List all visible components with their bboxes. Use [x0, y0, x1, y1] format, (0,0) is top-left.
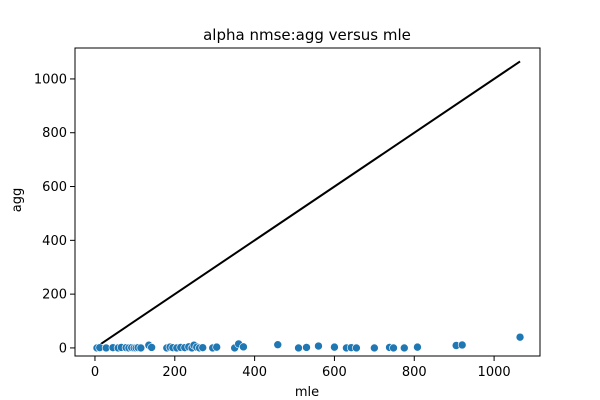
- x-tick-label-600: 600: [322, 365, 347, 380]
- x-tick-label-800: 800: [402, 365, 427, 380]
- x-tick-label-1000: 1000: [478, 365, 511, 380]
- x-tick-label-400: 400: [242, 365, 267, 380]
- data-point-31: [239, 342, 248, 352]
- data-point-34: [302, 343, 311, 352]
- data-point-47: [515, 332, 525, 342]
- y-tick-label-200: 200: [42, 288, 67, 303]
- y-axis-label: agg: [10, 188, 25, 212]
- x-tick-label-200: 200: [162, 365, 187, 380]
- data-point-44: [413, 342, 422, 352]
- data-point-32: [273, 340, 283, 350]
- data-point-35: [314, 341, 323, 351]
- plot-area: [92, 60, 525, 353]
- chart-title: alpha nmse:agg versus mle: [203, 26, 411, 44]
- reference-line: [94, 60, 521, 349]
- data-point-43: [399, 343, 409, 353]
- data-point-36: [330, 342, 339, 352]
- x-axis-label: mle: [295, 385, 319, 400]
- y-tick-label-600: 600: [42, 180, 67, 195]
- y-tick-label-400: 400: [42, 234, 67, 249]
- x-tick-label-0: 0: [91, 365, 99, 380]
- data-point-26: [198, 343, 208, 352]
- y-tick-label-800: 800: [42, 126, 67, 141]
- y-tick-label-0: 0: [59, 341, 67, 356]
- data-point-46: [457, 340, 467, 350]
- axes: 0 200 400 600 800 1000 0 200 400 600 800 1000: [34, 47, 541, 380]
- data-point-12: [136, 343, 146, 353]
- data-point-33: [294, 343, 303, 353]
- data-point-39: [352, 343, 361, 353]
- data-point-28: [212, 342, 221, 352]
- data-point-14: [147, 343, 156, 352]
- data-point-40: [370, 343, 379, 353]
- data-point-42: [389, 343, 398, 353]
- y-tick-label-1000: 1000: [34, 72, 67, 87]
- plot-frame: [74, 47, 541, 357]
